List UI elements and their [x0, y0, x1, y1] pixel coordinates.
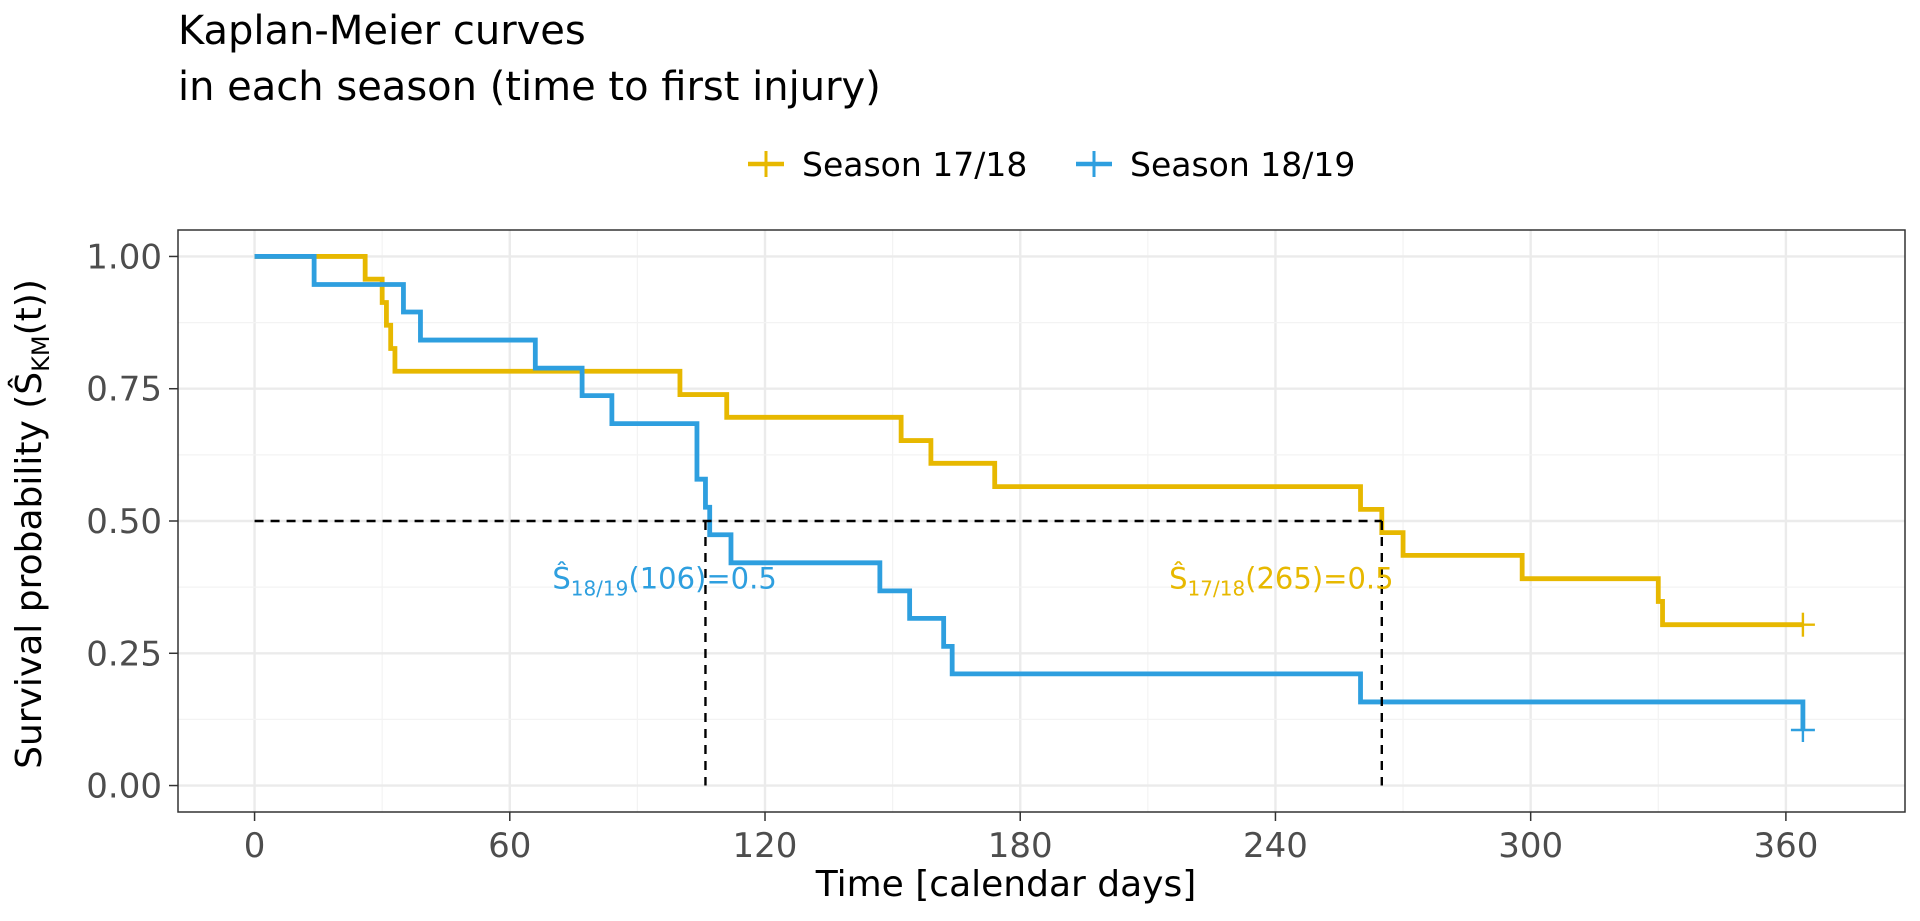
- series-line-1: [254, 254, 1803, 628]
- x-tick-label: 180: [988, 826, 1053, 866]
- x-tick-label: 300: [1498, 826, 1563, 866]
- y-tick-label: 0.75: [86, 370, 162, 410]
- annotation-value: (265)=0.5: [1245, 562, 1393, 596]
- annotation-hat: Ŝ: [552, 562, 570, 596]
- median-lines: [254, 519, 1383, 786]
- annotation-subscript: 18/19: [571, 577, 629, 601]
- x-tick-label: 360: [1753, 826, 1818, 866]
- median-annotation: Ŝ17/18(265)=0.5: [1169, 562, 1393, 601]
- x-axis-title: Time [calendar days]: [815, 864, 1197, 905]
- x-tick-label: 240: [1243, 826, 1308, 866]
- axis-ticks: 0 60 120 180 240 300 360 0.00 0.25 0.50 0.75 1.00: [86, 237, 1818, 866]
- x-tick-label: 60: [488, 826, 531, 866]
- legend-label: Season 17/18: [802, 145, 1027, 184]
- y-tick-label: 0.50: [86, 502, 162, 542]
- y-axis-title-sub: KM: [27, 335, 55, 371]
- y-axis-title-text: Survival probability (: [9, 395, 50, 769]
- annotation-subscript: 17/18: [1188, 577, 1246, 601]
- y-tick-label: 0.25: [86, 634, 162, 674]
- annotation-value: (106)=0.5: [628, 562, 776, 596]
- series-layer: [254, 254, 1815, 742]
- annotation-hat: Ŝ: [1169, 562, 1187, 596]
- series-line-2: [254, 254, 1806, 730]
- legend-label: Season 18/19: [1130, 145, 1355, 184]
- grid: [178, 230, 1905, 812]
- median-annotation: Ŝ18/19(106)=0.5: [552, 562, 776, 601]
- y-axis-title-tail: (t)): [9, 279, 50, 335]
- y-tick-label: 0.00: [86, 767, 162, 807]
- chart-title-line-2: in each season (time to first injury): [178, 64, 881, 110]
- chart-title-line-1: Kaplan-Meier curves: [178, 8, 586, 54]
- y-tick-label: 1.00: [86, 237, 162, 277]
- y-axis-title: Survival probability (ŜKM(t)): [8, 279, 55, 769]
- legend: Season 17/18 Season 18/19: [748, 145, 1355, 184]
- x-tick-label: 0: [244, 826, 266, 866]
- x-tick-label: 120: [733, 826, 798, 866]
- y-axis-title-hat: Ŝ: [8, 372, 50, 395]
